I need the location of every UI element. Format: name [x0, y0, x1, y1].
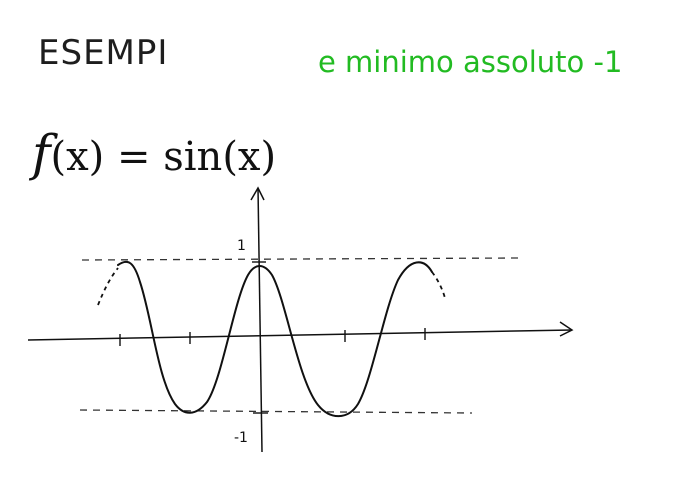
- y-axis-arrow: [250, 186, 265, 201]
- x-axis: [27, 329, 573, 341]
- page-title: ESEMPI: [38, 33, 169, 73]
- x-axis-arrow: [559, 321, 574, 337]
- y-tick-label-max: 1: [237, 238, 246, 254]
- green-note: e minimo assoluto -1: [318, 45, 623, 79]
- y-axis: [257, 187, 263, 453]
- function-formula: f(x) = sin(x): [32, 128, 276, 178]
- function-symbol: f: [32, 124, 51, 182]
- curve-continuation-right: [431, 271, 446, 299]
- y-tick-label-min: -1: [234, 430, 248, 446]
- formula-rhs: sin(x): [163, 134, 277, 180]
- formula-lhs: (x) =: [50, 134, 164, 180]
- upper-bound-line: [81, 257, 519, 261]
- sine-curve: [117, 260, 433, 418]
- lower-bound-line: [79, 409, 473, 414]
- curve-continuation-left: [97, 267, 119, 306]
